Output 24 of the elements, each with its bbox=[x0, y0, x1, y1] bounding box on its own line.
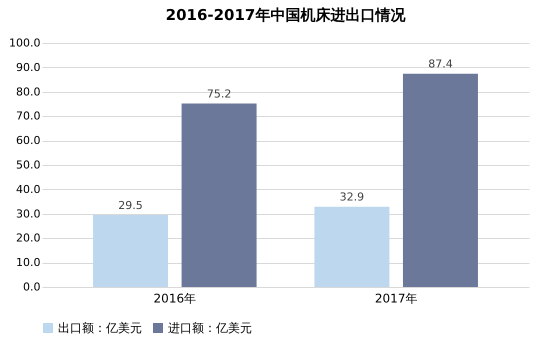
data-label: 75.2 bbox=[206, 88, 232, 101]
x-tick-label: 2016年 bbox=[154, 292, 196, 306]
legend-label: 出口额：亿美元 bbox=[58, 321, 142, 335]
bar bbox=[182, 104, 257, 287]
y-tick-label: 10.0 bbox=[16, 256, 40, 270]
y-tick-label: 40.0 bbox=[16, 182, 40, 196]
y-tick-label: 100.0 bbox=[9, 36, 40, 50]
data-label: 32.9 bbox=[340, 190, 364, 204]
legend-label: 进口额：亿美元 bbox=[168, 321, 252, 335]
y-tick-label: 30.0 bbox=[16, 207, 40, 220]
y-tick-label: 20.0 bbox=[16, 232, 40, 245]
bar bbox=[314, 206, 390, 287]
chart-title: 2016-2017年中国机床进出口情况 bbox=[166, 6, 406, 24]
data-label: 87.4 bbox=[428, 58, 453, 71]
y-tick-label: 70.0 bbox=[16, 110, 40, 123]
x-tick-label: 2017年 bbox=[374, 292, 418, 306]
y-tick-label: 80.0 bbox=[16, 85, 40, 98]
bar bbox=[93, 215, 168, 287]
y-tick-label: 0.0 bbox=[23, 280, 40, 294]
y-tick-label: 90.0 bbox=[16, 60, 40, 74]
data-label: 29.5 bbox=[118, 199, 143, 212]
bar bbox=[402, 74, 478, 287]
y-tick-label: 50.0 bbox=[16, 158, 40, 172]
y-tick-label: 60.0 bbox=[16, 134, 40, 148]
